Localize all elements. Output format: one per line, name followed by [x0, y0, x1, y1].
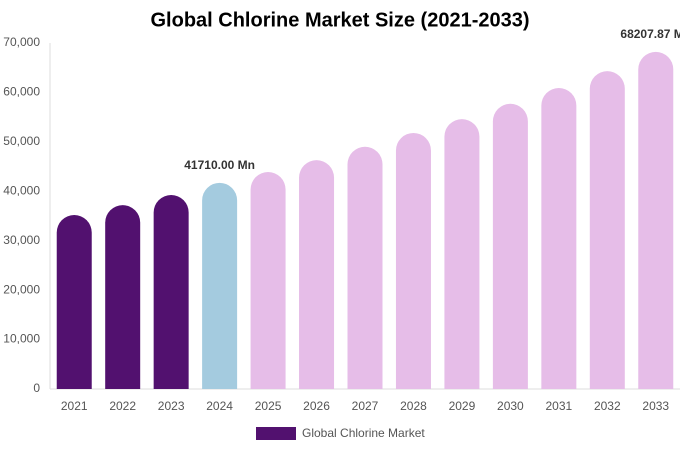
y-tick-label: 0	[33, 381, 40, 395]
y-tick-label: 10,000	[3, 332, 40, 346]
bar	[492, 103, 528, 390]
x-tick-label: 2025	[255, 399, 282, 413]
y-tick-label: 20,000	[3, 282, 40, 296]
bar	[202, 182, 238, 389]
x-tick-label: 2030	[497, 399, 524, 413]
legend-swatch	[256, 427, 296, 440]
x-tick-label: 2021	[61, 399, 88, 413]
x-tick-label: 2027	[352, 399, 379, 413]
bar	[541, 88, 577, 390]
x-tick-label: 2032	[594, 399, 621, 413]
bar	[589, 71, 625, 389]
x-tick-label: 2031	[545, 399, 572, 413]
bar	[153, 194, 189, 389]
x-tick-label: 2024	[206, 399, 233, 413]
y-tick-label: 70,000	[3, 35, 40, 49]
x-tick-label: 2028	[400, 399, 427, 413]
bar	[347, 146, 383, 389]
bar	[395, 132, 431, 389]
x-tick-label: 2026	[303, 399, 330, 413]
bar	[299, 160, 335, 389]
bar	[250, 172, 286, 389]
y-tick-label: 40,000	[3, 183, 40, 197]
value-label: 41710.00 Mn	[184, 158, 255, 172]
bar	[444, 119, 480, 390]
x-tick-label: 2023	[158, 399, 185, 413]
x-tick-label: 2029	[449, 399, 476, 413]
x-tick-label: 2022	[109, 399, 136, 413]
y-tick-label: 60,000	[3, 85, 40, 99]
y-tick-label: 30,000	[3, 233, 40, 247]
chart-title: Global Chlorine Market Size (2021-2033)	[150, 9, 529, 31]
legend-label: Global Chlorine Market	[302, 426, 425, 440]
x-tick-label: 2033	[642, 399, 669, 413]
bar	[638, 51, 674, 389]
bar	[105, 205, 141, 389]
bar	[56, 215, 92, 389]
value-label: 68207.87 Mn	[620, 27, 680, 41]
y-tick-label: 50,000	[3, 134, 40, 148]
